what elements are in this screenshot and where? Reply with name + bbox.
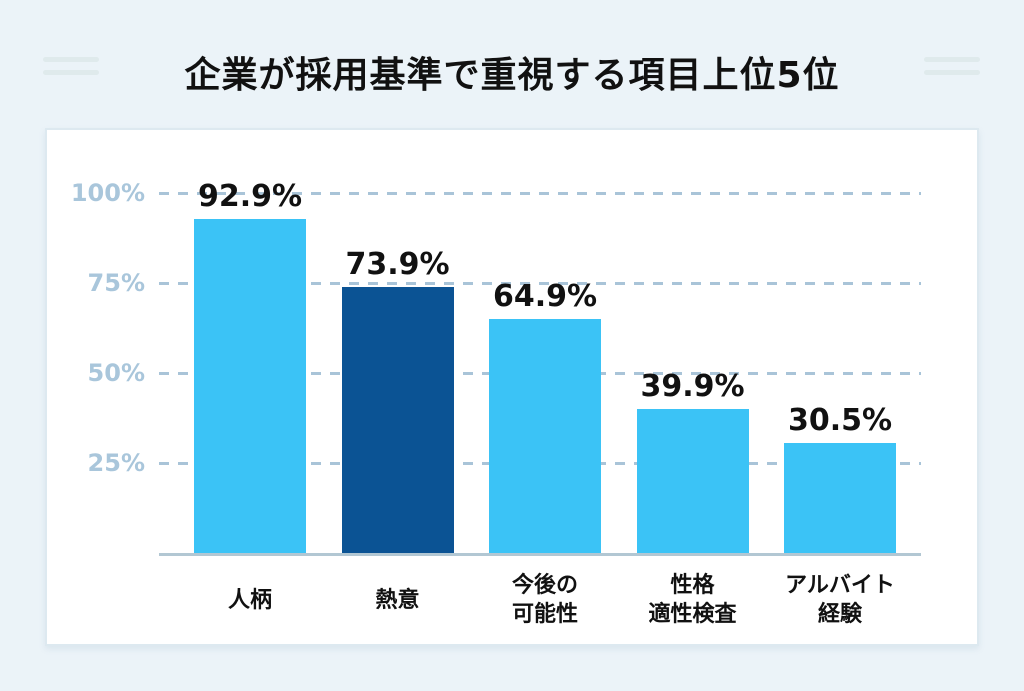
decor-line (43, 57, 99, 62)
x-axis-category-label: アルバイト 経験 (785, 573, 895, 627)
chart-title: 企業が採用基準で重視する項目上位5位 (184, 55, 840, 96)
gridline-100 (159, 191, 921, 195)
chart-card: 100% 75% 50% 25% 92.9% 人柄 73.9% 熱意 64.9% 今後の 可能性 3… (45, 128, 979, 646)
bar-4 (636, 409, 749, 553)
decor-line (924, 57, 980, 62)
x-axis-category-label: 今後の 可能性 (511, 573, 578, 627)
y-axis-tick-label: 75% (87, 269, 145, 297)
decor-line (924, 70, 980, 75)
x-axis-category-label: 性格 適性検査 (648, 573, 737, 627)
y-axis-tick-label: 100% (70, 179, 145, 207)
bar-2 (341, 286, 454, 553)
decor-double-line-left-icon (43, 57, 99, 75)
bar-value-label: 30.5% (787, 403, 893, 439)
bar-1 (194, 218, 306, 553)
bar-value-label: 73.9% (345, 246, 450, 282)
y-axis-tick-label: 25% (87, 449, 145, 477)
bar-value-label: 92.9% (197, 178, 303, 214)
x-axis-category-label: 熱意 (375, 587, 420, 613)
bar-value-label: 64.9% (492, 279, 598, 315)
decor-line (43, 70, 99, 75)
bar-3 (489, 319, 601, 553)
bar-value-label: 39.9% (640, 369, 745, 405)
x-axis-category-label: 人柄 (227, 587, 272, 613)
x-axis-line (159, 553, 921, 556)
y-axis-tick-label: 50% (87, 359, 145, 387)
decor-double-line-right-icon (924, 57, 980, 75)
gridline-75 (159, 281, 921, 285)
plot-area: 100% 75% 50% 25% 92.9% 人柄 73.9% 熱意 64.9% 今後の 可能性 3… (47, 130, 977, 644)
bar-5 (784, 443, 896, 553)
